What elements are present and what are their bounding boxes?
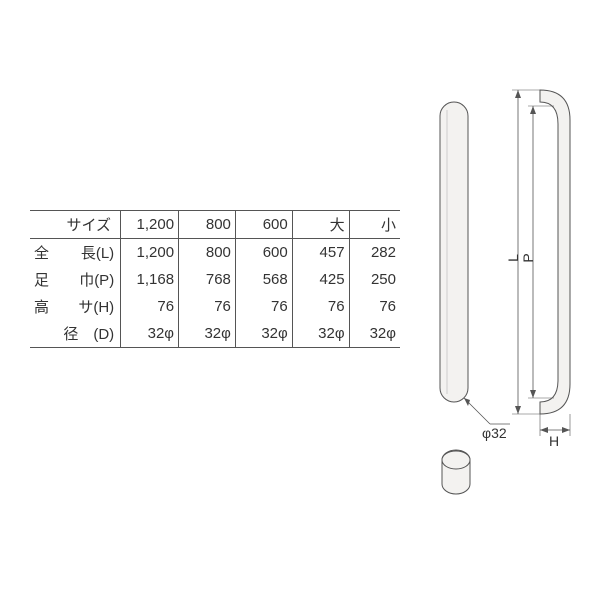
header-blank	[30, 211, 59, 239]
table-row: 径 (D) 32φ 32φ 32φ 32φ 32φ	[30, 320, 400, 348]
row1-v2: 568	[235, 266, 292, 293]
row3-v1: 32φ	[179, 320, 236, 348]
cross-section-icon	[442, 450, 470, 494]
row0-main: 長(L)	[59, 239, 120, 267]
row3-v3: 32φ	[292, 320, 349, 348]
row1-v3: 425	[292, 266, 349, 293]
dim-label-h: H	[549, 433, 559, 449]
row1-v1: 768	[179, 266, 236, 293]
spec-table-wrap: サイズ 1,200 800 600 大 小 全 長(L) 1,200 800 6…	[30, 210, 400, 348]
row2-v0: 76	[121, 293, 179, 320]
row1-left: 足	[30, 266, 59, 293]
side-handle-icon	[540, 90, 570, 414]
row2-v4: 76	[349, 293, 400, 320]
row1-v4: 250	[349, 266, 400, 293]
row2-v1: 76	[179, 293, 236, 320]
phi32-leader: φ32	[464, 398, 510, 441]
row3-v2: 32φ	[235, 320, 292, 348]
header-size: サイズ	[59, 211, 120, 239]
row0-v3: 457	[292, 239, 349, 267]
row3-v0: 32φ	[121, 320, 179, 348]
header-col-3: 大	[292, 211, 349, 239]
front-rod-icon	[440, 102, 468, 402]
row2-left: 高	[30, 293, 59, 320]
header-col-4: 小	[349, 211, 400, 239]
row0-v4: 282	[349, 239, 400, 267]
row2-main: サ(H)	[59, 293, 120, 320]
row1-v0: 1,168	[121, 266, 179, 293]
row2-v3: 76	[292, 293, 349, 320]
dim-label-p: P	[520, 253, 536, 262]
table-row: 足 巾(P) 1,168 768 568 425 250	[30, 266, 400, 293]
table-header-row: サイズ 1,200 800 600 大 小	[30, 211, 400, 239]
header-col-1: 800	[179, 211, 236, 239]
technical-diagram: L P φ32	[420, 80, 590, 540]
row2-v2: 76	[235, 293, 292, 320]
header-col-0: 1,200	[121, 211, 179, 239]
table-row: 高 サ(H) 76 76 76 76 76	[30, 293, 400, 320]
phi32-label: φ32	[482, 425, 507, 441]
page-root: サイズ 1,200 800 600 大 小 全 長(L) 1,200 800 6…	[0, 0, 600, 600]
row3-main: 径 (D)	[59, 320, 120, 348]
dimension-h: H	[540, 414, 570, 449]
row0-v1: 800	[179, 239, 236, 267]
dimension-p: P	[520, 106, 554, 398]
dimension-l: L	[505, 90, 540, 414]
row1-main: 巾(P)	[59, 266, 120, 293]
row0-v2: 600	[235, 239, 292, 267]
spec-table: サイズ 1,200 800 600 大 小 全 長(L) 1,200 800 6…	[30, 210, 400, 348]
dim-label-l: L	[505, 254, 521, 262]
header-col-2: 600	[235, 211, 292, 239]
diagram-svg: L P φ32	[420, 80, 590, 540]
table-row: 全 長(L) 1,200 800 600 457 282	[30, 239, 400, 267]
row3-left	[30, 320, 59, 348]
row0-v0: 1,200	[121, 239, 179, 267]
row3-v4: 32φ	[349, 320, 400, 348]
row0-left: 全	[30, 239, 59, 267]
